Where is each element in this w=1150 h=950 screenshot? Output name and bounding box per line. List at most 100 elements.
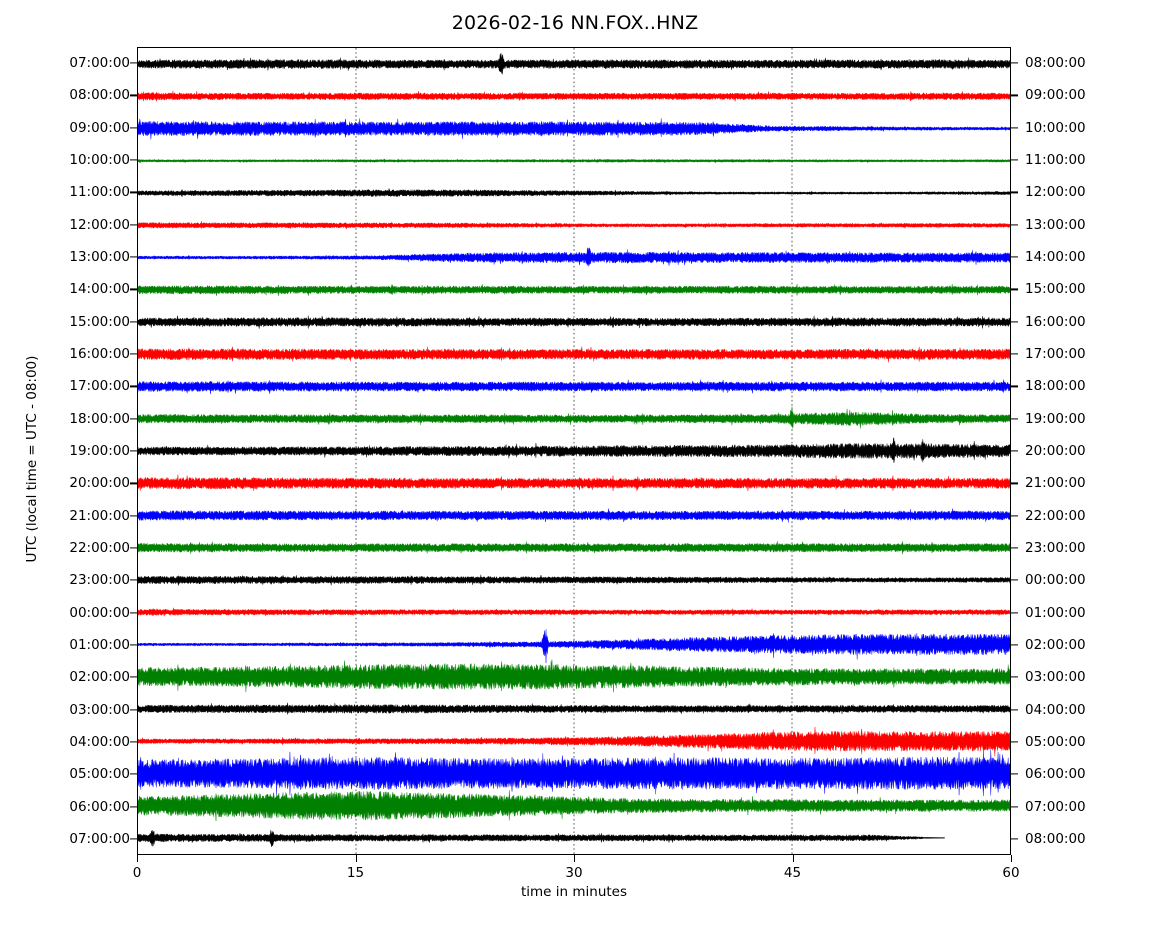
- y-tick-left: [130, 62, 137, 64]
- y-axis-label-left: 14:00:00: [69, 281, 130, 298]
- y-tick-left: [130, 321, 137, 323]
- y-axis-label-right: 04:00:00: [1025, 701, 1086, 718]
- y-axis-label-left: 02:00:00: [69, 669, 130, 686]
- y-axis-label-left: 05:00:00: [69, 766, 130, 783]
- y-tick-left: [130, 482, 137, 484]
- trace-band: [138, 829, 945, 847]
- x-axis-label: 30: [565, 865, 583, 881]
- y-tick-left: [130, 224, 137, 226]
- y-axis-label-right: 08:00:00: [1025, 55, 1086, 72]
- y-tick-right: [1011, 612, 1018, 614]
- y-axis-label-right: 12:00:00: [1025, 184, 1086, 201]
- y-tick-left: [130, 353, 137, 355]
- x-axis-label: 15: [346, 865, 365, 881]
- y-tick-right: [1011, 482, 1018, 484]
- y-axis-title: UTC (local time = UTC - 08:00): [24, 355, 40, 563]
- y-tick-right: [1011, 288, 1018, 290]
- y-tick-right: [1011, 838, 1018, 840]
- y-tick-right: [1011, 191, 1018, 194]
- y-axis-label-right: 19:00:00: [1025, 410, 1086, 427]
- y-tick-left: [130, 579, 137, 581]
- x-tick: [355, 855, 357, 862]
- y-tick-left: [130, 450, 137, 452]
- y-axis-label-right: 20:00:00: [1025, 443, 1086, 459]
- y-tick-right: [1011, 579, 1018, 581]
- x-tick: [1011, 855, 1013, 862]
- y-tick-left: [130, 127, 137, 129]
- y-tick-left: [130, 191, 137, 194]
- y-axis-label-left: 03:00:00: [69, 701, 130, 718]
- y-tick-right: [1011, 418, 1018, 420]
- y-tick-right: [1011, 385, 1018, 387]
- y-tick-left: [130, 676, 137, 678]
- y-axis-label-right: 03:00:00: [1025, 669, 1086, 686]
- y-tick-right: [1011, 321, 1018, 323]
- y-axis-label-left: 17:00:00: [69, 378, 130, 395]
- y-axis-label-right: 21:00:00: [1025, 475, 1086, 492]
- y-tick-left: [130, 612, 137, 614]
- y-axis-label-right: 22:00:00: [1025, 507, 1086, 524]
- y-axis-label-right: 05:00:00: [1025, 733, 1086, 750]
- trace-band: [138, 629, 1010, 664]
- y-axis-label-right: 17:00:00: [1025, 346, 1086, 363]
- y-axis-label-right: 06:00:00: [1025, 766, 1086, 783]
- y-axis-label-left: 04:00:00: [69, 733, 130, 750]
- y-axis-label-right: 15:00:00: [1025, 281, 1086, 298]
- y-tick-right: [1011, 450, 1018, 452]
- y-tick-left: [130, 385, 137, 387]
- y-axis-label-left: 20:00:00: [69, 475, 130, 492]
- y-axis-label-right: 08:00:00: [1025, 830, 1086, 847]
- y-tick-right: [1011, 547, 1018, 549]
- y-tick-left: [130, 741, 137, 743]
- x-tick: [792, 855, 794, 862]
- plot-area[interactable]: [137, 47, 1011, 855]
- y-tick-left: [130, 644, 137, 646]
- y-axis-label-left: 23:00:00: [69, 572, 130, 589]
- y-axis-label-right: 18:00:00: [1025, 378, 1086, 395]
- y-tick-left: [130, 805, 137, 808]
- y-tick-left: [130, 773, 137, 775]
- y-tick-right: [1011, 224, 1018, 226]
- trace-band: [138, 406, 1010, 429]
- y-tick-right: [1011, 515, 1018, 517]
- y-tick-left: [130, 547, 137, 549]
- y-tick-right: [1011, 94, 1018, 97]
- y-tick-left: [130, 159, 137, 161]
- y-axis-label-left: 12:00:00: [69, 216, 130, 233]
- x-tick: [137, 855, 139, 862]
- y-axis-label-left: 19:00:00: [69, 443, 130, 459]
- y-tick-left: [130, 838, 137, 840]
- seismic-traces-layer: [138, 53, 1010, 847]
- y-axis-label-right: 10:00:00: [1025, 119, 1086, 136]
- y-tick-left: [130, 256, 137, 258]
- y-tick-right: [1011, 644, 1018, 646]
- y-axis-label-right: 09:00:00: [1025, 87, 1086, 104]
- y-axis-label-left: 10:00:00: [69, 152, 130, 169]
- y-axis-label-right: 00:00:00: [1025, 572, 1086, 589]
- y-tick-left: [130, 94, 137, 97]
- y-axis-label-right: 14:00:00: [1025, 249, 1086, 266]
- y-axis-label-right: 07:00:00: [1025, 798, 1086, 815]
- y-tick-right: [1011, 256, 1018, 258]
- y-axis-label-left: 13:00:00: [69, 249, 130, 266]
- page-title: 2026-02-16 NN.FOX..HNZ: [451, 12, 699, 34]
- y-axis-label-right: 13:00:00: [1025, 216, 1086, 233]
- y-axis-label-right: 01:00:00: [1025, 604, 1086, 621]
- y-tick-right: [1011, 773, 1018, 775]
- y-tick-right: [1011, 353, 1018, 355]
- y-tick-right: [1011, 62, 1018, 64]
- y-tick-right: [1011, 805, 1018, 808]
- y-axis-label-left: 01:00:00: [69, 636, 130, 653]
- x-axis-label: 0: [132, 865, 142, 881]
- y-tick-right: [1011, 676, 1018, 678]
- y-axis-label-right: 02:00:00: [1025, 636, 1086, 653]
- trace-band: [138, 437, 1010, 463]
- y-tick-right: [1011, 127, 1018, 129]
- y-axis-label-left: 08:00:00: [69, 87, 130, 104]
- x-axis-label: 60: [1002, 865, 1020, 881]
- y-tick-left: [130, 515, 137, 517]
- y-axis-label-left: 18:00:00: [69, 410, 130, 427]
- y-tick-left: [130, 708, 137, 711]
- y-tick-right: [1011, 741, 1018, 743]
